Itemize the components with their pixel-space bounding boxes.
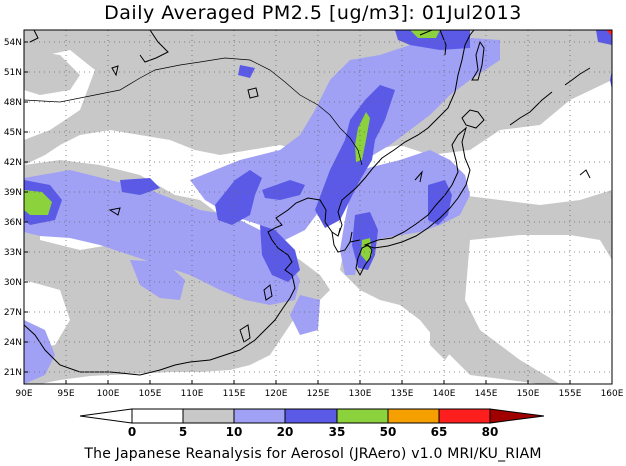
lon-label: 100E — [97, 389, 120, 399]
colorbar — [79, 408, 545, 424]
lon-label: 90E — [15, 389, 32, 399]
level-35-50-areas — [24, 30, 440, 262]
lon-label: 110E — [181, 389, 204, 399]
lon-label: 130E — [349, 389, 372, 399]
lat-label: 54N — [4, 38, 22, 48]
lon-label: 115E — [223, 389, 246, 399]
level-65-80-areas — [606, 30, 612, 36]
map-title: Daily Averaged PM2.5 [ug/m3]: 01Jul2013 — [104, 2, 522, 24]
colorbar-lower-arrow — [79, 408, 133, 424]
lon-label: 135E — [391, 389, 414, 399]
lon-label: 145E — [475, 389, 498, 399]
lon-label: 125E — [307, 389, 330, 399]
colorbar-bin-50-65 — [387, 408, 440, 424]
longitude-labels: 90E 95E 100E 105E 110E 115E 120E 125E 13… — [15, 389, 623, 399]
lon-label: 140E — [433, 389, 456, 399]
latitude-labels: 54N 51N 48N 45N 42N 39N 36N 33N 30N 27N … — [4, 38, 22, 378]
level-10-20-areas — [24, 38, 500, 384]
lat-label: 24N — [4, 338, 22, 348]
lon-label: 150E — [517, 389, 540, 399]
colorbar-label: 10 — [226, 425, 243, 439]
colorbar-label: 5 — [179, 425, 187, 439]
graticule — [24, 30, 612, 384]
lat-label: 36N — [4, 218, 22, 228]
colorbar-label: 50 — [380, 425, 397, 439]
country-borders — [24, 57, 363, 237]
lat-label: 21N — [4, 368, 22, 378]
colorbar-label: 80 — [482, 425, 499, 439]
lat-label: 51N — [4, 68, 22, 78]
lat-label: 27N — [4, 308, 22, 318]
colorbar-bin-5-10 — [182, 408, 235, 424]
colorbar-bin-35-50 — [336, 408, 389, 424]
lon-label: 160E — [601, 389, 624, 399]
data-source-credit: The Japanese Reanalysis for Aerosol (JRA… — [84, 446, 542, 462]
lat-label: 48N — [4, 98, 22, 108]
colorbar-label: 0 — [128, 425, 136, 439]
colorbar-label: 65 — [431, 425, 448, 439]
lon-label: 105E — [139, 389, 162, 399]
colorbar-upper-arrow — [489, 408, 545, 424]
lon-label: 95E — [57, 389, 74, 399]
lat-label: 42N — [4, 158, 22, 168]
colorbar-bin-65-80 — [438, 408, 491, 424]
lon-label: 155E — [559, 389, 582, 399]
colorbar-label: 20 — [277, 425, 294, 439]
colorbar-bin-0-5 — [131, 408, 184, 424]
concentration-fields — [24, 30, 612, 384]
axis-ticks — [23, 41, 613, 384]
lat-label: 39N — [4, 188, 22, 198]
coastlines — [24, 30, 591, 376]
lat-label: 45N — [4, 128, 22, 138]
lat-label: 33N — [4, 248, 22, 258]
colorbar-labels: 0 5 10 20 35 50 65 80 — [128, 425, 499, 439]
lat-label: 30N — [4, 278, 22, 288]
colorbar-bin-10-20 — [233, 408, 286, 424]
lon-label: 120E — [265, 389, 288, 399]
colorbar-label: 35 — [329, 425, 346, 439]
colorbar-bin-20-35 — [284, 408, 338, 424]
